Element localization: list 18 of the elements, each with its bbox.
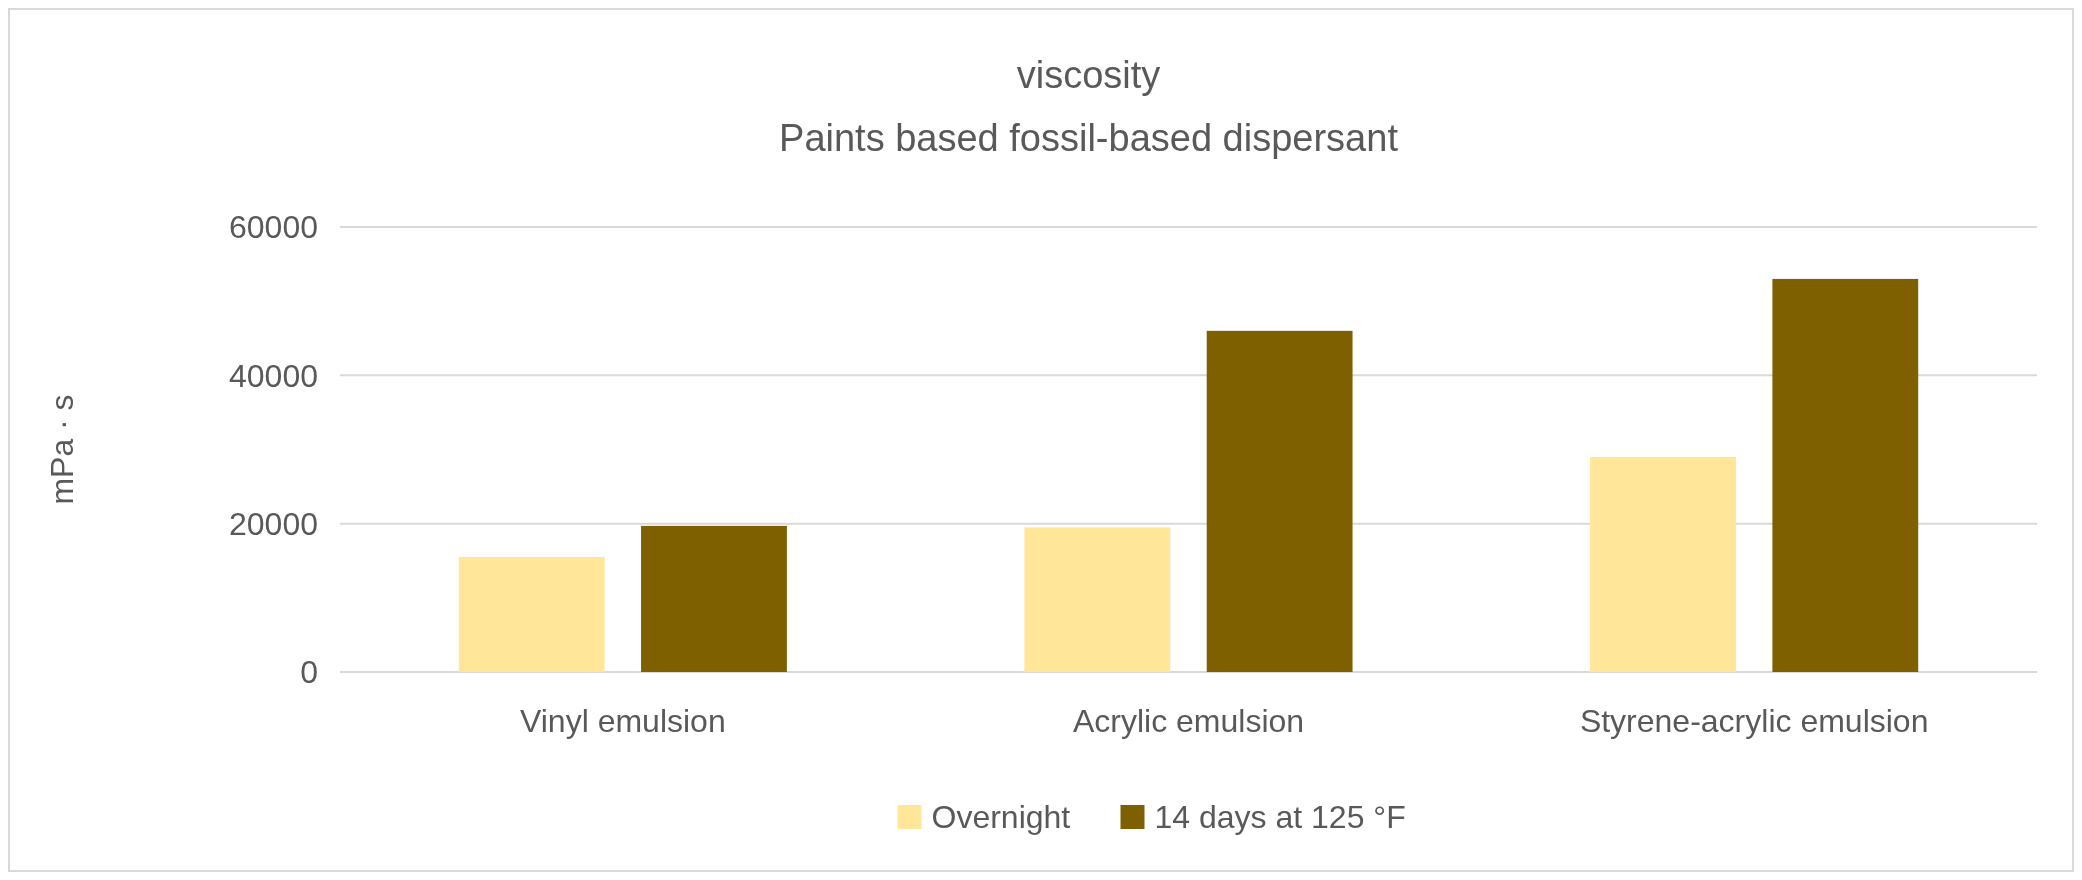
- legend-label: Overnight: [931, 799, 1071, 836]
- x-tick-label: Styrene-acrylic emulsion: [1579, 703, 1929, 739]
- bar: [1206, 330, 1353, 672]
- y-tick-label: 20000: [229, 505, 318, 542]
- bar: [1772, 278, 1919, 672]
- x-tick-label: Vinyl emulsion: [519, 703, 726, 739]
- bar: [1590, 456, 1736, 672]
- y-axis-title: mPa · s: [44, 394, 80, 505]
- x-tick-label: Acrylic emulsion: [1072, 703, 1305, 739]
- y-tick-label: 40000: [229, 357, 318, 394]
- bar: [458, 557, 605, 672]
- legend-label: 14 days at 125 °F: [1154, 799, 1406, 836]
- chart-title: viscosity: [1016, 54, 1161, 96]
- bar: [1024, 527, 1171, 672]
- y-tick-label: 0: [300, 654, 318, 691]
- chart-subtitle: Paints based fossil-based dispersant: [779, 117, 1399, 159]
- y-tick-label: 60000: [229, 209, 318, 246]
- bar: [641, 525, 787, 672]
